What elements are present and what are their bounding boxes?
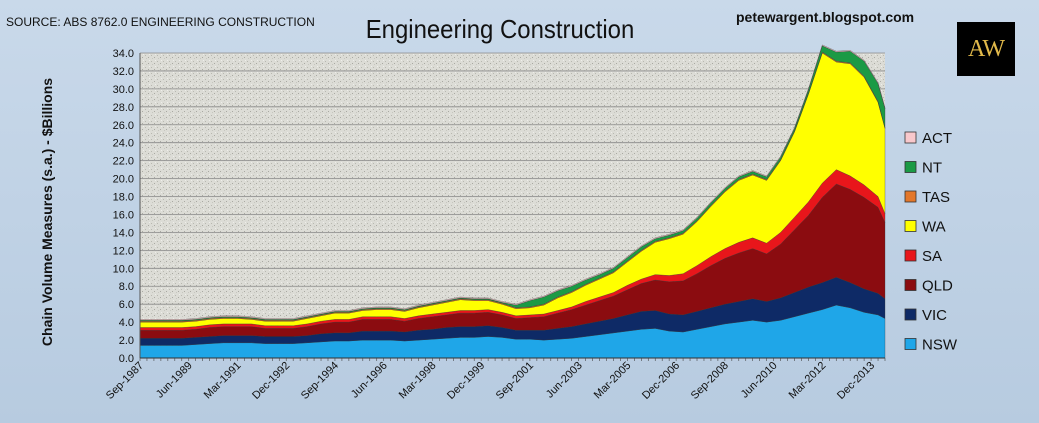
x-tick-label: Dec-2013 xyxy=(835,360,877,402)
legend-swatch xyxy=(904,220,917,232)
aw-logo: AW xyxy=(957,22,1015,76)
x-tick-label: Dec-1999 xyxy=(445,360,487,402)
y-axis: 0.0 2.0 4.0 6.0 8.0 10.0 12.0 14.0 16.0 18.0 20.0 2… xyxy=(113,48,141,365)
legend-item-sa: SA xyxy=(904,248,942,265)
legend-swatch xyxy=(904,161,917,173)
x-tick-label: Jun-1996 xyxy=(349,360,390,401)
legend-swatch xyxy=(904,131,917,144)
legend-label: NT xyxy=(922,160,942,177)
x-tick-label: Sep-2001 xyxy=(494,360,536,402)
y-tick-label: 18.0 xyxy=(113,192,134,204)
legend-label: ACT xyxy=(922,130,952,147)
y-tick-label: 32.0 xyxy=(113,66,134,78)
y-tick-label: 16.0 xyxy=(113,209,134,221)
x-tick-label: Sep-2008 xyxy=(689,360,731,402)
area-act xyxy=(139,44,886,321)
legend-item-wa: WA xyxy=(904,219,946,236)
y-tick-label: 14.0 xyxy=(113,227,134,239)
x-axis: Sep-1987 Jun-1989 Mar-1991 Dec-1992 Sep-1994… xyxy=(104,357,886,402)
x-tick-label: Jun-2010 xyxy=(739,360,780,401)
legend-label: QLD xyxy=(922,278,953,295)
legend-label: TAS xyxy=(922,189,950,206)
legend-item-vic: VIC xyxy=(904,307,947,324)
y-axis-label: Chain Volume Measures (s.a.) - $Billions xyxy=(39,78,55,346)
legend-swatch xyxy=(904,308,917,321)
y-tick-label: 10.0 xyxy=(113,263,134,275)
x-tick-label: Mar-2005 xyxy=(592,360,634,402)
x-tick-label: Mar-2012 xyxy=(787,360,829,402)
legend-item-nsw: NSW xyxy=(904,337,958,354)
x-tick-label: Mar-1998 xyxy=(397,360,439,402)
y-tick-label: 24.0 xyxy=(113,138,134,150)
x-tick-label: Dec-2006 xyxy=(640,360,682,402)
y-tick-label: 12.0 xyxy=(113,245,134,257)
x-tick-label: Dec-1992 xyxy=(250,360,292,402)
x-tick-label: Sep-1994 xyxy=(299,360,341,402)
legend-label: VIC xyxy=(922,307,947,324)
x-tick-label: Mar-1991 xyxy=(202,360,244,402)
legend-label: WA xyxy=(922,219,946,236)
y-tick-label: 6.0 xyxy=(119,299,134,311)
y-tick-label: 0.0 xyxy=(119,353,134,365)
chart-title: Engineering Construction xyxy=(365,14,635,44)
stacked-areas xyxy=(139,44,886,359)
source-note: SOURCE: ABS 8762.0 ENGINEERING CONSTRUCT… xyxy=(6,15,315,29)
legend-swatch xyxy=(904,279,917,291)
x-tick-label: Sep-1987 xyxy=(104,360,146,402)
y-tick-label: 4.0 xyxy=(119,317,134,329)
legend-label: NSW xyxy=(922,337,958,354)
blog-name: petewargent.blogspot.com xyxy=(736,9,915,25)
legend-swatch xyxy=(904,338,917,350)
y-tick-label: 34.0 xyxy=(113,48,134,60)
y-tick-label: 30.0 xyxy=(113,84,134,96)
legend-swatch xyxy=(904,190,917,203)
y-tick-label: 2.0 xyxy=(119,335,134,347)
y-tick-label: 8.0 xyxy=(119,281,134,293)
legend-item-tas: TAS xyxy=(904,189,950,206)
legend-label: SA xyxy=(922,248,942,265)
legend: ACT NT TAS WA SA QLD VIC NSW xyxy=(904,130,958,354)
x-tick-label: Jun-2003 xyxy=(544,360,585,401)
y-tick-label: 26.0 xyxy=(113,120,134,132)
x-tick-label: Jun-1989 xyxy=(154,360,195,401)
y-tick-label: 20.0 xyxy=(113,174,134,186)
legend-item-qld: QLD xyxy=(904,278,953,295)
legend-item-nt: NT xyxy=(904,160,942,177)
y-tick-label: 28.0 xyxy=(113,102,134,114)
legend-swatch xyxy=(904,249,917,262)
legend-item-act: ACT xyxy=(904,130,952,147)
y-tick-label: 22.0 xyxy=(113,156,134,168)
